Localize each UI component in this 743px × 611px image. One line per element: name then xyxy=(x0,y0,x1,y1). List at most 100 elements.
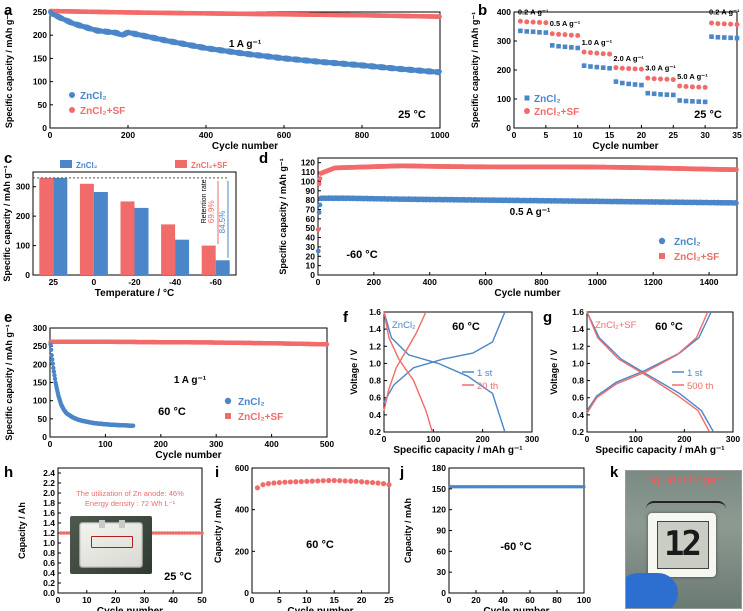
panel-f: 0 100 200 300 0.2 0.4 0.6 0.8 1.0 1.2 1.4 1.6 Specif… xyxy=(349,307,539,456)
y-tick-label: 1.0 xyxy=(572,358,584,368)
retention-value-zncl2: 84.5% xyxy=(218,211,227,234)
sf-point xyxy=(702,84,708,90)
sf-point xyxy=(664,76,670,82)
y-tick-label: 150 xyxy=(432,484,446,494)
temperature-annotation: 60 °C xyxy=(306,539,334,551)
capacity-point xyxy=(159,531,164,535)
y-tick-label: 1.8 xyxy=(43,498,55,508)
zncl2-point xyxy=(569,45,574,50)
blue-glove xyxy=(626,573,678,608)
y-tick-label: 400 xyxy=(497,7,511,17)
zncl2-point xyxy=(721,35,727,40)
zncl2-point xyxy=(48,342,53,347)
discharge-curve xyxy=(586,311,715,433)
capacity-point xyxy=(582,485,586,489)
x-tick-label: 0 xyxy=(92,277,97,287)
sf-point xyxy=(524,19,530,25)
legend-marker xyxy=(524,108,530,114)
x-tick-label: -60 xyxy=(210,277,223,287)
y-tick-label: 120 xyxy=(432,505,446,515)
y-tick-label: 0.4 xyxy=(43,568,55,578)
legend-marker xyxy=(524,95,530,101)
y-tick-label: 0 xyxy=(25,270,30,280)
y-tick-label: 0.6 xyxy=(572,393,584,403)
plot-frame xyxy=(383,311,533,433)
capacity-point xyxy=(331,477,337,484)
y-tick-label: 0 xyxy=(42,123,47,133)
capacity-point xyxy=(380,481,387,487)
legend-label: ZnCl₂+SF xyxy=(191,161,227,170)
plot-frame xyxy=(57,467,203,594)
zncl2-point xyxy=(49,353,54,358)
charge-curve xyxy=(586,311,712,411)
y-tick-label: 0.4 xyxy=(369,410,381,420)
sf-bar xyxy=(120,201,135,275)
capacity-point xyxy=(191,531,196,535)
sf-point xyxy=(689,84,695,90)
capacity-point xyxy=(197,531,201,535)
temperature-annotation: -60 °C xyxy=(346,249,377,261)
x-tick-label: 0 xyxy=(48,439,53,449)
capacity-point xyxy=(287,479,293,485)
legend-label: 1 st xyxy=(687,368,703,379)
x-tick-label: 30 xyxy=(140,595,150,605)
y-tick-label: 1.6 xyxy=(572,307,584,317)
panel-c: 0 100 200 300 25 0 -20 -40 -60 Temperature / °C Sp… xyxy=(2,160,237,299)
sf-point xyxy=(658,76,664,82)
y-tick-label: 50 xyxy=(306,223,316,233)
capacity-point xyxy=(59,531,63,535)
y-tick-label: 0.2 xyxy=(572,427,584,437)
y-tick-label: 100 xyxy=(16,241,30,251)
panel-i: 0 5 10 15 20 25 0 200 400 600 Cycle number Capacity… xyxy=(213,463,394,611)
y-tick-label: 0 xyxy=(441,588,446,598)
sf-point xyxy=(670,77,676,83)
zncl2-point xyxy=(562,44,568,50)
capacity-point xyxy=(304,478,310,484)
rate-annotation: 1 A g⁻¹ xyxy=(229,39,262,50)
x-tick-label: 0 xyxy=(512,130,517,140)
legend-label: ZnCl₂+SF xyxy=(674,252,719,263)
pouch-cell xyxy=(79,520,143,568)
capacity-point xyxy=(254,485,261,491)
lcd-digits: 12 xyxy=(664,524,702,564)
capacity-point xyxy=(369,479,376,486)
sf-point xyxy=(734,167,739,173)
charge-curve xyxy=(383,311,506,403)
zncl2-point xyxy=(613,79,619,84)
x-tick-label: 200 xyxy=(677,434,691,444)
y-tick-label: 0.8 xyxy=(43,548,55,558)
zncl2-point xyxy=(594,64,600,70)
y-tick-label: 1.2 xyxy=(572,341,584,351)
capacity-point xyxy=(320,478,326,484)
wire xyxy=(646,501,726,517)
x-tick-label: 10 xyxy=(302,595,312,605)
y-tick-label: 100 xyxy=(33,77,47,87)
capacity-point xyxy=(282,479,288,485)
panel-a: 0 200 400 600 800 1000 0 50 100 150 200 250 Cycle nu… xyxy=(4,7,450,152)
y-tick-label: 10 xyxy=(306,261,316,271)
rate-label: 3.0 A g⁻¹ xyxy=(645,63,676,72)
sf-point xyxy=(626,66,632,72)
x-tick-label: 400 xyxy=(423,277,437,287)
sf-bar xyxy=(201,245,216,275)
sf-point xyxy=(581,49,587,55)
y-tick-label: 60 xyxy=(306,214,316,224)
sf-point xyxy=(607,51,613,57)
y-tick-label: 0 xyxy=(244,588,249,598)
panel-e: 0 100 200 300 400 500050100150200250300Cycle … xyxy=(4,323,334,461)
x-tick-label: 40 xyxy=(168,595,178,605)
y-tick-label: 60 xyxy=(437,546,447,556)
y-tick-label: 80 xyxy=(306,195,316,205)
zncl2-point xyxy=(549,43,555,48)
y-tick-label: 400 xyxy=(235,505,249,515)
x-tick-label: 200 xyxy=(121,130,135,140)
zncl2-bar xyxy=(53,177,68,275)
y-tick-label: 1.2 xyxy=(43,528,55,538)
zncl2-point xyxy=(626,81,631,87)
discharge-curve xyxy=(383,311,506,433)
x-axis-label: Cycle number xyxy=(155,450,221,461)
x-tick-label: 100 xyxy=(98,439,112,449)
zncl2-point xyxy=(437,69,442,74)
sf-point xyxy=(568,32,574,38)
capacity-point xyxy=(64,531,69,535)
